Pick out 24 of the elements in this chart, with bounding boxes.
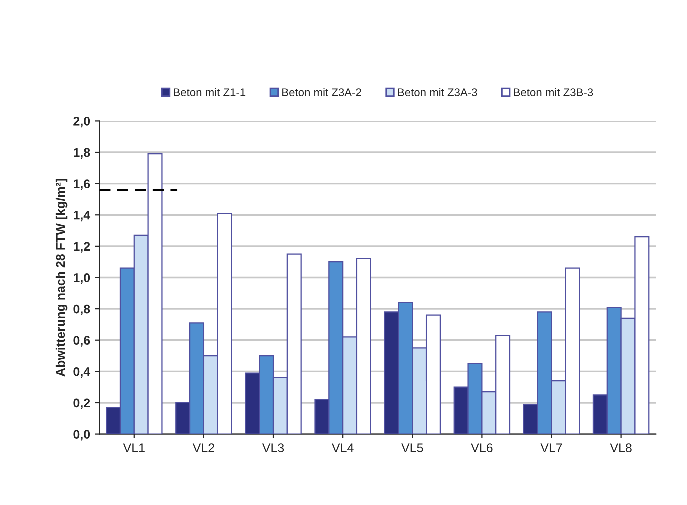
y-tick-label: 1,2 — [74, 242, 90, 253]
x-tick-label: VL7 — [540, 444, 562, 452]
y-tick-label: 0,4 — [74, 367, 91, 378]
x-tick-label: VL2 — [192, 444, 214, 452]
x-tick-label: VL1 — [123, 444, 145, 452]
y-tick-label: 2,0 — [74, 117, 90, 128]
y-tick-label: 1,6 — [74, 180, 90, 190]
y-tick-label: 0,2 — [74, 398, 90, 410]
legend-label: Beton mit Z3A-2 — [282, 88, 362, 96]
y-tick-label: 1,8 — [74, 148, 90, 159]
y-axis-title: Abwitterung nach 28 FTW [kg/m²] — [56, 179, 68, 377]
x-tick-label: VL6 — [471, 444, 493, 453]
y-tick-label: 0,6 — [74, 336, 90, 347]
x-tick-label: VL3 — [262, 444, 284, 453]
x-tick-label: VL8 — [610, 444, 632, 453]
legend-label: Beton mit Z1-1 — [174, 88, 246, 96]
y-tick-label: 0,8 — [74, 304, 90, 316]
y-tick-label: 1,4 — [74, 211, 91, 222]
x-tick-label: VL4 — [332, 444, 354, 452]
legend-label: Beton mit Z3B-3 — [514, 88, 594, 96]
x-tick-label: VL5 — [402, 444, 424, 453]
legend-label: Beton mit Z3A-3 — [398, 88, 478, 96]
y-tick-label: 1,0 — [74, 274, 90, 284]
y-tick-label: 0,0 — [74, 430, 90, 441]
